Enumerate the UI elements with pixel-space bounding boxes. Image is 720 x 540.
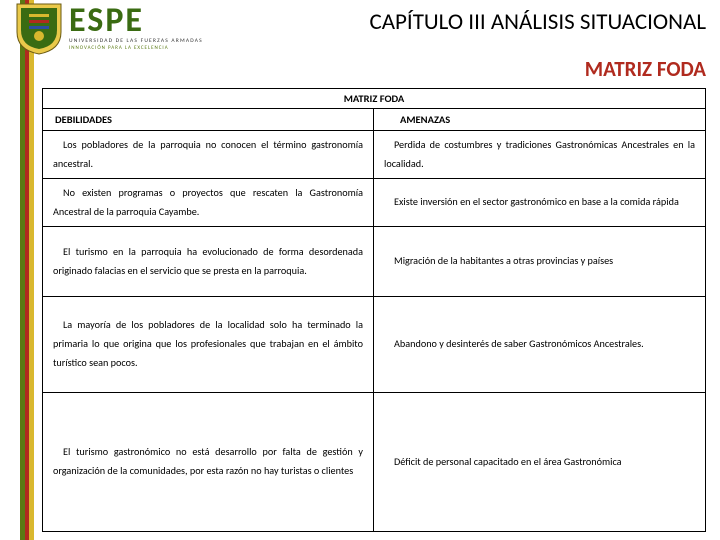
- table-row: Existe inversión en el sector gastronómi…: [374, 179, 705, 227]
- chapter-title: CAPÍTULO III ANÁLISIS SITUACIONAL: [369, 8, 706, 36]
- table-row: El turismo en la parroquia ha evoluciona…: [43, 227, 373, 297]
- col-header-left: DEBILIDADES: [43, 109, 373, 131]
- column-amenazas: AMENAZAS Perdida de costumbres y tradici…: [374, 109, 705, 531]
- shield-icon: [15, 2, 63, 56]
- table-row: Migración de la habitantes a otras provi…: [374, 227, 705, 297]
- table-row: El turismo gastronómico no está desarrol…: [43, 393, 373, 531]
- table-row: Abandono y desinterés de saber Gastronóm…: [374, 297, 705, 393]
- table-row: La mayoría de los pobladores de la local…: [43, 297, 373, 393]
- column-debilidades: DEBILIDADES Los pobladores de la parroqu…: [43, 109, 374, 531]
- slide-subtitle: MATRIZ FODA: [585, 56, 706, 82]
- table-row: No existen programas o proyectos que res…: [43, 179, 373, 227]
- brand-subtitle: UNIVERSIDAD DE LAS FUERZAS ARMADAS: [69, 38, 203, 44]
- espe-logo: ESPE UNIVERSIDAD DE LAS FUERZAS ARMADAS …: [15, 2, 203, 56]
- table-title: MATRIZ FODA: [43, 89, 705, 109]
- brand-name: ESPE: [69, 7, 203, 36]
- slide-header: ESPE UNIVERSIDAD DE LAS FUERZAS ARMADAS …: [0, 0, 720, 85]
- brand-slogan: INNOVACIÓN PARA LA EXCELENCIA: [69, 45, 203, 51]
- table-row: Los pobladores de la parroquia no conoce…: [43, 131, 373, 179]
- table-row: Déficit de personal capacitado en el áre…: [374, 393, 705, 531]
- table-row: Perdida de costumbres y tradiciones Gast…: [374, 131, 705, 179]
- col-header-right: AMENAZAS: [374, 109, 705, 131]
- foda-table: MATRIZ FODA DEBILIDADES Los pobladores d…: [42, 88, 706, 532]
